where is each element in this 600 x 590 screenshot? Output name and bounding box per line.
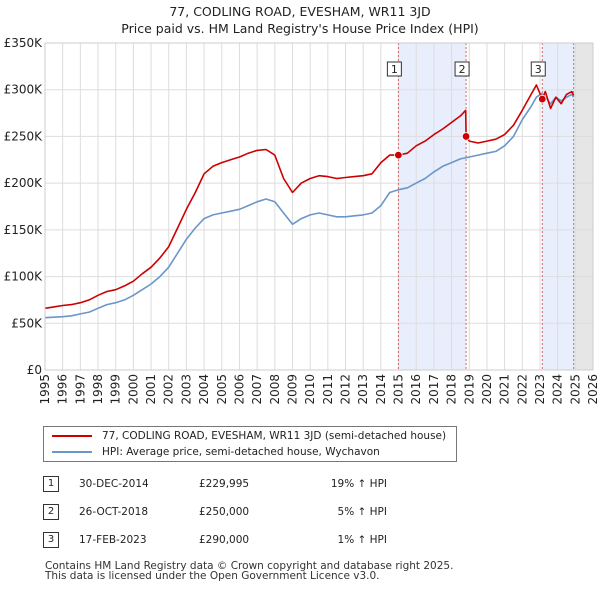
sale-marker-3: 3 <box>530 61 546 77</box>
chart-bands <box>45 43 593 370</box>
x-tick-label: 2025 <box>568 374 582 405</box>
sale-hpi-change: 5% ↑ HPI <box>337 506 387 518</box>
footer-line1: Contains HM Land Registry data © Crown c… <box>45 560 454 572</box>
x-tick-label: 2020 <box>480 374 494 405</box>
y-tick-label: £300K <box>4 83 44 97</box>
x-tick-label: 1995 <box>38 374 52 405</box>
chart-title-line1: 77, CODLING ROAD, EVESHAM, WR11 3JD <box>169 4 431 19</box>
x-tick-label: 2022 <box>515 374 529 405</box>
sale-marker-2: 2 <box>454 61 470 77</box>
future-band <box>573 43 593 370</box>
x-tick-label: 2001 <box>144 374 158 405</box>
x-tick-label: 2008 <box>268 374 282 405</box>
x-tick-label: 2005 <box>215 374 229 405</box>
sale-marker-text: 1 <box>391 63 398 76</box>
x-tick-label: 2006 <box>232 374 246 405</box>
x-tick-label: 2013 <box>356 374 370 405</box>
footer-attribution: Contains HM Land Registry data © Crown c… <box>45 560 454 582</box>
legend-item-hpi: HPI: Average price, semi-detached house,… <box>52 444 380 460</box>
sale-marker-text: 2 <box>459 63 466 76</box>
x-tick-label: 2019 <box>462 374 476 405</box>
sale-hpi-change: 1% ↑ HPI <box>337 534 387 546</box>
x-tick-label: 2007 <box>250 374 264 405</box>
y-tick-label: £0 <box>27 363 42 377</box>
x-tick-label: 2012 <box>339 374 353 405</box>
sale-price: £229,995 <box>199 478 250 490</box>
sale-marker-box <box>454 61 470 77</box>
x-tick-label: 2018 <box>445 374 459 405</box>
chart-title-line2: Price paid vs. HM Land Registry's House … <box>121 21 479 36</box>
x-tick-label: 2014 <box>374 374 388 405</box>
legend-label-property: 77, CODLING ROAD, EVESHAM, WR11 3JD (sem… <box>102 430 447 442</box>
sale-badge: 2 <box>43 504 59 520</box>
sale-marker-text: 3 <box>535 63 542 76</box>
sales-table: 1 30-DEC-2014 £229,995 19% ↑ HPI 2 26-OC… <box>43 470 387 554</box>
table-row: 2 26-OCT-2018 £250,000 5% ↑ HPI <box>43 498 387 526</box>
x-tick-label: 1998 <box>91 374 105 405</box>
x-tick-label: 2000 <box>126 374 140 405</box>
sale-point-1 <box>394 150 403 160</box>
x-tick-label: 2002 <box>162 374 176 405</box>
y-tick-label: £150K <box>4 223 44 237</box>
legend-item-property: 77, CODLING ROAD, EVESHAM, WR11 3JD (sem… <box>52 428 446 444</box>
price-chart: 1 2 3 £0 £50K £100K £150K £200K £250K £300K £350K… <box>4 36 600 405</box>
x-tick-label: 2004 <box>197 374 211 405</box>
x-tick-label: 2003 <box>179 374 193 405</box>
sale-marker-1: 1 <box>386 61 402 77</box>
sale-date: 26-OCT-2018 <box>79 506 148 518</box>
sale-badge: 3 <box>43 532 59 548</box>
sale-point-3 <box>538 94 547 104</box>
sale-date: 17-FEB-2023 <box>79 534 147 546</box>
x-tick-label: 2017 <box>427 374 441 405</box>
chart-series <box>44 84 575 319</box>
y-tick-label: £200K <box>4 176 44 190</box>
sale-points <box>394 94 547 160</box>
hpi-line <box>44 92 575 319</box>
x-tick-label: 1996 <box>56 374 70 405</box>
legend-swatch-hpi <box>52 451 92 453</box>
x-tick-label: 2011 <box>321 374 335 405</box>
chart-legend: 77, CODLING ROAD, EVESHAM, WR11 3JD (sem… <box>43 426 457 462</box>
x-tick-label: 2024 <box>551 374 565 405</box>
x-tick-label: 2026 <box>586 374 600 405</box>
footer-line2: This data is licensed under the Open Gov… <box>45 570 380 582</box>
sale-date: 30-DEC-2014 <box>79 478 149 490</box>
x-tick-label: 2009 <box>285 374 299 405</box>
legend-label-hpi: HPI: Average price, semi-detached house,… <box>102 446 380 458</box>
table-row: 3 17-FEB-2023 £290,000 1% ↑ HPI <box>43 526 387 554</box>
sale-marker-labels: 1 2 3 <box>386 61 546 77</box>
table-row: 1 30-DEC-2014 £229,995 19% ↑ HPI <box>43 470 387 498</box>
x-tick-label: 2010 <box>303 374 317 405</box>
y-tick-label: £50K <box>11 316 43 330</box>
legend-swatch-property <box>52 435 92 437</box>
y-tick-label: £350K <box>4 36 44 50</box>
x-tick-label: 1997 <box>73 374 87 405</box>
sale-marker-box <box>386 61 402 77</box>
x-tick-label: 2016 <box>409 374 423 405</box>
plot-frame <box>44 42 594 371</box>
sale-price: £290,000 <box>199 534 250 546</box>
chart-title: 77, CODLING ROAD, EVESHAM, WR11 3JD Pric… <box>0 3 600 37</box>
y-tick-label: £100K <box>4 270 44 284</box>
x-tick-label: 2015 <box>392 374 406 405</box>
x-tick-label: 2021 <box>498 374 512 405</box>
sale-band <box>398 43 467 370</box>
y-tick-label: £250K <box>4 129 44 143</box>
sale-hpi-change: 19% ↑ HPI <box>330 478 387 490</box>
property-line <box>44 84 575 310</box>
sale-marker-box <box>530 61 546 77</box>
plot-background <box>45 43 593 370</box>
x-tick-label: 2023 <box>533 374 547 405</box>
chart-axes: £0 £50K £100K £150K £200K £250K £300K £350K 1995… <box>4 36 600 405</box>
sale-badge: 1 <box>43 476 59 492</box>
x-tick-label: 1999 <box>109 374 123 405</box>
sale-marker-lines <box>397 43 575 370</box>
sale-price: £250,000 <box>199 506 250 518</box>
sale-point-2 <box>461 132 471 141</box>
